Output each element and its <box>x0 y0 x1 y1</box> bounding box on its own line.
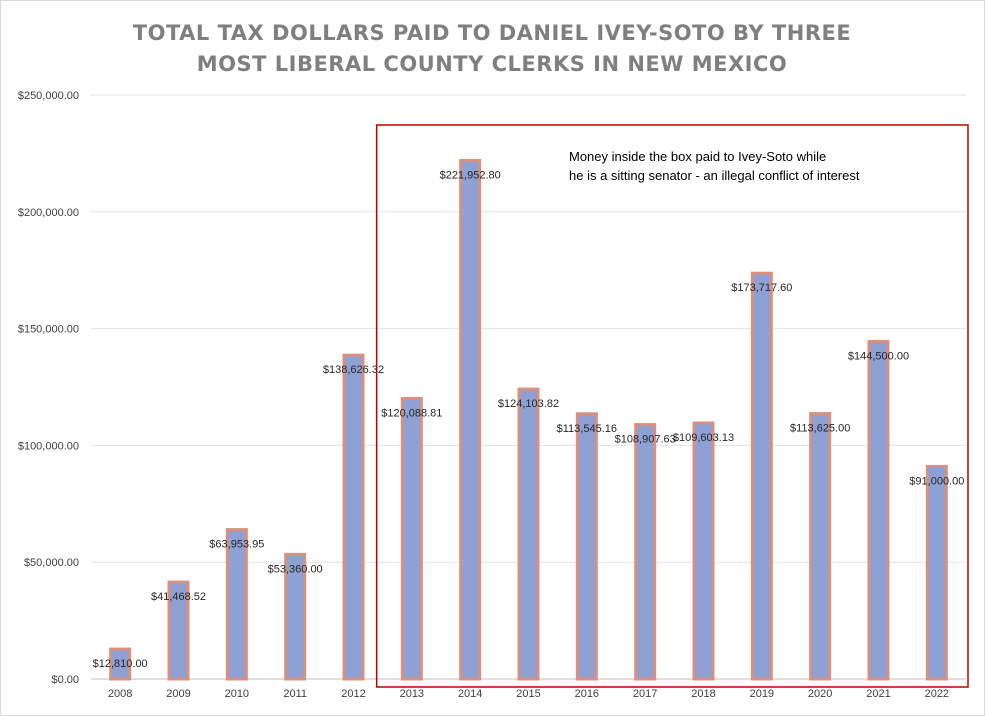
data-label-2021: $144,500.00 <box>848 350 909 362</box>
chart-title-line-1: TOTAL TAX DOLLARS PAID TO DANIEL IVEY-SO… <box>133 21 851 45</box>
bar-2021 <box>867 339 890 681</box>
data-label-2018: $109,603.13 <box>673 432 734 444</box>
bar-2022 <box>925 464 948 681</box>
bar-2019 <box>750 271 773 681</box>
y-tick-label: $150,000.00 <box>18 324 79 336</box>
x-axis-tick-labels: 2008 2009 2010 2011 2012 2013 2014 2015 2016 2017… <box>108 688 949 700</box>
x-tick-label: 2016 <box>575 688 599 700</box>
x-tick-label: 2012 <box>341 688 365 700</box>
data-label-2020: $113,625.00 <box>790 423 850 435</box>
data-labels: $12,810.00 $41,468.52 $63,953.95 $53,360.00… <box>93 170 965 671</box>
bar-2011 <box>284 552 307 681</box>
data-label-2019: $173,717.60 <box>731 282 792 294</box>
data-label-2014: $221,952.80 <box>440 170 501 182</box>
bar-2012 <box>342 353 365 681</box>
y-tick-label: $200,000.00 <box>18 207 79 219</box>
x-tick-label: 2013 <box>400 688 424 700</box>
highlight-note-line-2: he is a sitting senator - an illegal con… <box>569 168 860 183</box>
bar-2017 <box>634 423 657 681</box>
data-label-2008: $12,810.00 <box>93 658 148 670</box>
bars <box>109 159 948 681</box>
x-tick-label: 2010 <box>225 688 249 700</box>
y-axis-tick-labels: $0.00 $50,000.00 $100,000.00 $150,000.00 $20… <box>18 90 79 686</box>
bar-2015 <box>517 387 540 681</box>
bar-2008 <box>109 647 132 681</box>
bar-2013 <box>400 396 423 681</box>
y-tick-label: $0.00 <box>51 674 79 686</box>
bar-2009 <box>167 580 190 681</box>
x-tick-label: 2011 <box>283 688 307 700</box>
x-tick-label: 2008 <box>108 688 132 700</box>
data-label-2016: $113,545.16 <box>557 423 617 435</box>
y-tick-label: $100,000.00 <box>18 440 79 452</box>
chart-title-line-2: MOST LIBERAL COUNTY CLERKS IN NEW MEXICO <box>197 52 788 76</box>
data-label-2022: $91,000.00 <box>909 475 964 487</box>
data-label-2015: $124,103.82 <box>498 398 559 410</box>
x-tick-label: 2014 <box>458 688 482 700</box>
x-tick-label: 2019 <box>750 688 774 700</box>
x-tick-label: 2020 <box>808 688 832 700</box>
bar-2016 <box>575 412 598 681</box>
highlight-note-line-1: Money inside the box paid to Ivey-Soto w… <box>569 149 826 164</box>
x-tick-label: 2018 <box>691 688 715 700</box>
bar-2018 <box>692 421 715 681</box>
x-tick-label: 2009 <box>166 688 190 700</box>
x-tick-label: 2022 <box>925 688 949 700</box>
bar-2014 <box>459 159 482 681</box>
bar-2020 <box>809 412 832 681</box>
y-tick-label: $50,000.00 <box>24 557 79 569</box>
data-label-2009: $41,468.52 <box>151 591 206 603</box>
x-tick-label: 2017 <box>633 688 657 700</box>
x-tick-label: 2021 <box>866 688 890 700</box>
data-label-2011: $53,360.00 <box>268 563 323 575</box>
data-label-2012: $138,626.32 <box>323 364 384 376</box>
highlight-box <box>375 124 969 688</box>
x-tick-label: 2015 <box>516 688 540 700</box>
data-label-2010: $63,953.95 <box>209 539 264 551</box>
data-label-2017: $108,907.63 <box>615 434 676 446</box>
y-tick-label: $250,000.00 <box>18 90 79 102</box>
bar-2010 <box>225 528 248 681</box>
data-label-2013: $120,088.81 <box>381 407 442 419</box>
